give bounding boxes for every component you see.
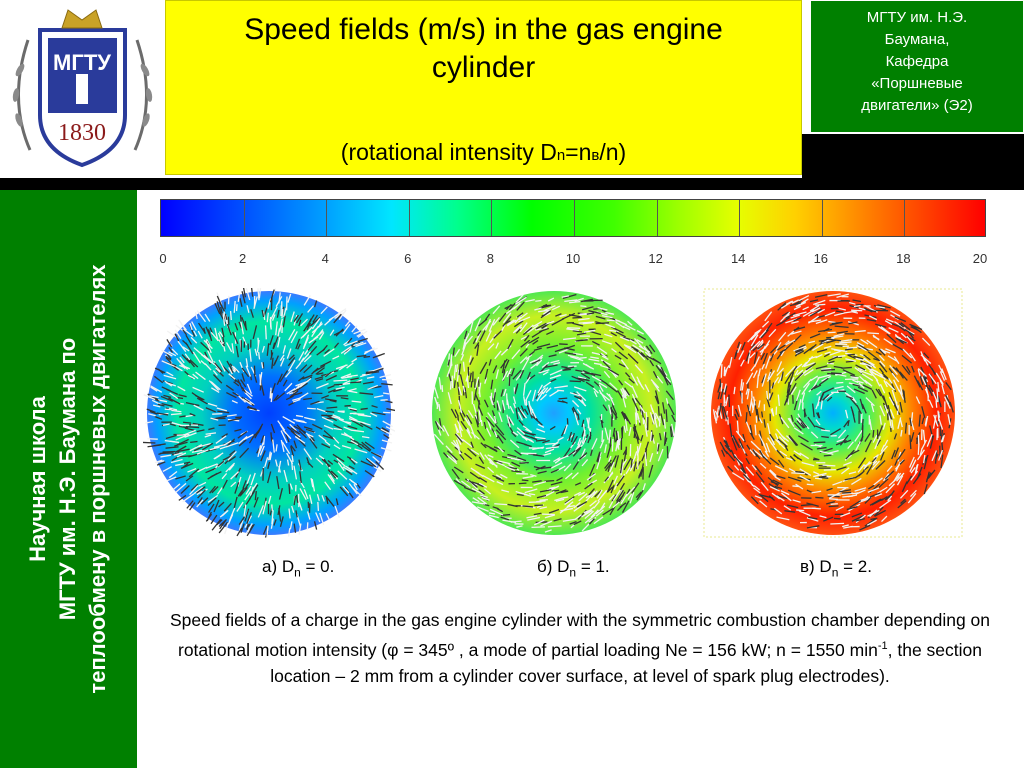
colorbar-divider [408,200,410,236]
speed-field-panel-b [420,288,688,538]
speed-field-disc [141,283,400,538]
colorbar-tick-label: 10 [565,251,581,266]
svg-text:МГТУ: МГТУ [53,50,111,75]
colorbar-divider [243,200,245,236]
colorbar-tick-label: 8 [486,251,495,266]
speed-field-disc [703,288,963,538]
panel-label-a: а) Dn = 0. [262,557,335,580]
colorbar-ticks: 0 2 4 6 8 10 12 14 16 18 20 [159,195,988,275]
colorbar-tick-label: 16 [813,251,829,266]
bmstu-logo: МГТУ 1830 [0,0,165,178]
figure-caption: Speed fields of a charge in the gas engi… [169,610,991,686]
colorbar-tick-label: 0 [159,251,167,266]
speed-colorbar: 0 2 4 6 8 10 12 14 16 18 20 [159,195,990,285]
panel-label-b: б) Dn = 1. [537,557,610,580]
colorbar-tick-label: 18 [896,251,911,266]
colorbar-divider [326,200,328,236]
header-band [0,178,1024,190]
speed-field-panel-c [703,288,963,538]
colorbar-divider [656,200,658,236]
colorbar-divider [739,200,741,236]
colorbar-tick-label: 14 [730,251,746,266]
department-line: «Поршневые [871,75,963,92]
department-line: Кафедра [885,53,949,70]
colorbar-gradient [160,199,986,237]
title-box: Speed fields (m/s) in the gas engine cyl… [165,0,802,175]
panel-label-c: в) Dn = 2. [800,557,872,580]
speed-field-panel-a [141,283,400,538]
svg-text:1830: 1830 [58,120,106,146]
slide-subtitle: (rotational intensity Dn=nв/n) [340,139,627,165]
department-line: двигатели» (Э2) [861,97,973,114]
department-box: МГТУ им. Н.Э. Баумана, Кафедра «Поршневы… [810,0,1024,133]
side-panel-text: Научная школа МГТУ им. Н.Э. Баумана по т… [25,264,110,694]
colorbar-divider [491,200,493,236]
colorbar-tick-label: 12 [648,251,663,266]
colorbar-tick-label: 2 [238,251,247,266]
colorbar-divider [904,200,906,236]
speed-field-disc [432,291,676,535]
colorbar-tick-label: 4 [321,251,329,266]
colorbar-tick-label: 20 [972,251,988,266]
colorbar-tick-label: 6 [404,251,412,266]
department-line: МГТУ им. Н.Э. [866,9,968,26]
colorbar-divider [821,200,823,236]
side-panel [0,190,137,768]
department-line: Баумана, [884,31,950,48]
slide-title: Speed fields (m/s) in the gas engine cyl… [244,13,723,84]
colorbar-divider [574,200,575,236]
